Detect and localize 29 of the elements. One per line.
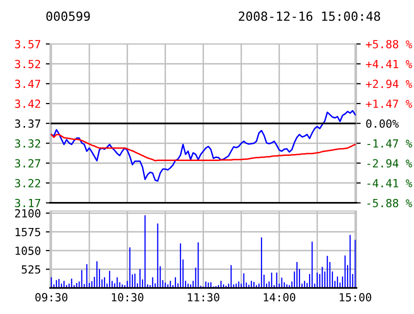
x-tick-label: 09:30 [35, 293, 68, 302]
y-tick-label: 1050 [16, 246, 40, 255]
chart-title: 000599 [46, 11, 90, 21]
y2-tick-label: -4.41 % [367, 179, 412, 188]
y2-tick-label: +5.88 % [366, 40, 412, 48]
y-tick-label: 3.42 [15, 100, 40, 108]
x-tick-label: 11:30 [188, 293, 220, 302]
y2-tick-label: -5.88 % [367, 198, 412, 208]
y2-tick-label: +2.94 % [366, 80, 412, 88]
y-tick-label: 3.17 [15, 198, 40, 208]
y2-tick-label: +1.47 % [366, 100, 412, 108]
x-tick-label: 14:00 [264, 293, 296, 302]
y-tick-label: 3.47 [15, 80, 40, 88]
y-tick-label: 1575 [16, 228, 40, 236]
chart-subtitle: 2008-12-16 15:00:48 [238, 11, 380, 21]
y-tick-label: 3.27 [15, 159, 40, 168]
x-tick-label: 15:00 [340, 293, 372, 302]
y-tick-label: 3.22 [15, 178, 40, 188]
y-tick-label: 3.37 [15, 119, 40, 128]
x-tick-label: 10:30 [112, 293, 144, 302]
y2-tick-label: -2.94 % [367, 159, 412, 168]
y-tick-label: 3.57 [15, 40, 40, 48]
y-tick-label: 3.52 [15, 60, 40, 68]
y-tick-label: 525 [22, 265, 40, 274]
y2-tick-label: -1.47 % [367, 139, 412, 148]
y-tick-label: 3.32 [15, 139, 40, 148]
y-tick-label: 2100 [15, 209, 40, 218]
y2-tick-label: 0.00% [366, 119, 399, 128]
y2-tick-label: +4.41 % [366, 60, 412, 68]
